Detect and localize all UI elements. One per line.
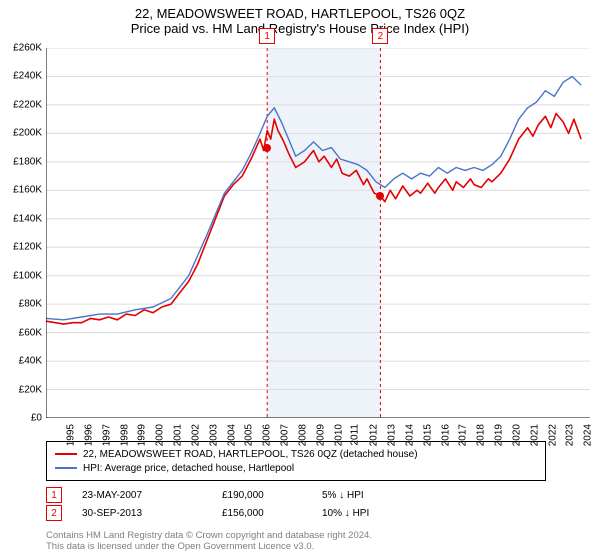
event-number-box: 2 bbox=[46, 505, 62, 521]
titles: 22, MEADOWSWEET ROAD, HARTLEPOOL, TS26 0… bbox=[0, 0, 600, 36]
event-marker-2: 2 bbox=[372, 28, 388, 44]
license-text: Contains HM Land Registry data © Crown c… bbox=[46, 530, 372, 552]
x-tick-label: 1995 bbox=[65, 424, 76, 446]
events-table: 1 23-MAY-2007 £190,000 5% ↓ HPI 2 30-SEP-2013… bbox=[46, 486, 369, 522]
x-tick-label: 2012 bbox=[368, 424, 379, 446]
legend-swatch bbox=[55, 467, 77, 469]
event-number-box: 1 bbox=[46, 487, 62, 503]
event-dot-1 bbox=[263, 144, 271, 152]
y-tick-label: £260K bbox=[0, 43, 42, 54]
x-tick-label: 1998 bbox=[119, 424, 130, 446]
y-tick-label: £80K bbox=[0, 299, 42, 310]
x-tick-label: 1999 bbox=[137, 424, 148, 446]
y-tick-label: £140K bbox=[0, 213, 42, 224]
event-dot-2 bbox=[376, 192, 384, 200]
x-tick-label: 2000 bbox=[154, 424, 165, 446]
y-tick-label: £220K bbox=[0, 99, 42, 110]
event-diff: 5% ↓ HPI bbox=[322, 490, 364, 501]
x-tick-label: 2009 bbox=[315, 424, 326, 446]
y-tick-label: £60K bbox=[0, 327, 42, 338]
event-row: 1 23-MAY-2007 £190,000 5% ↓ HPI bbox=[46, 486, 369, 504]
y-tick-label: £120K bbox=[0, 242, 42, 253]
legend-label: 22, MEADOWSWEET ROAD, HARTLEPOOL, TS26 0… bbox=[83, 449, 418, 460]
event-row: 2 30-SEP-2013 £156,000 10% ↓ HPI bbox=[46, 504, 369, 522]
y-tick-label: £100K bbox=[0, 270, 42, 281]
title-subtitle: Price paid vs. HM Land Registry's House … bbox=[0, 21, 600, 36]
x-tick-label: 2013 bbox=[386, 424, 397, 446]
x-tick-label: 2011 bbox=[350, 424, 361, 446]
x-tick-label: 2015 bbox=[422, 424, 433, 446]
event-diff: 10% ↓ HPI bbox=[322, 508, 369, 519]
x-tick-label: 2021 bbox=[529, 424, 540, 446]
y-tick-label: £160K bbox=[0, 185, 42, 196]
x-tick-label: 2022 bbox=[547, 424, 558, 446]
x-tick-label: 2010 bbox=[333, 424, 344, 446]
y-tick-label: £40K bbox=[0, 356, 42, 367]
legend-swatch bbox=[55, 453, 77, 455]
x-tick-label: 2007 bbox=[279, 424, 290, 446]
y-tick-label: £0 bbox=[0, 413, 42, 424]
x-tick-label: 2018 bbox=[475, 424, 486, 446]
x-tick-label: 2003 bbox=[208, 424, 219, 446]
event-price: £190,000 bbox=[222, 490, 302, 501]
x-tick-label: 2014 bbox=[404, 424, 415, 446]
event-price: £156,000 bbox=[222, 508, 302, 519]
legend-label: HPI: Average price, detached house, Hart… bbox=[83, 463, 294, 474]
x-tick-label: 1997 bbox=[101, 424, 112, 446]
plot-svg bbox=[46, 48, 590, 418]
x-tick-label: 2004 bbox=[226, 424, 237, 446]
plot-area: 12 bbox=[46, 48, 590, 418]
x-tick-label: 2006 bbox=[261, 424, 272, 446]
title-address: 22, MEADOWSWEET ROAD, HARTLEPOOL, TS26 0… bbox=[0, 6, 600, 21]
x-tick-label: 2002 bbox=[190, 424, 201, 446]
legend-row: 22, MEADOWSWEET ROAD, HARTLEPOOL, TS26 0… bbox=[55, 447, 537, 461]
x-tick-label: 2023 bbox=[565, 424, 576, 446]
license-line-1: Contains HM Land Registry data © Crown c… bbox=[46, 530, 372, 541]
legend-row: HPI: Average price, detached house, Hart… bbox=[55, 461, 537, 475]
chart-container: 22, MEADOWSWEET ROAD, HARTLEPOOL, TS26 0… bbox=[0, 0, 600, 560]
x-tick-label: 2005 bbox=[244, 424, 255, 446]
event-date: 23-MAY-2007 bbox=[82, 490, 202, 501]
x-tick-label: 2008 bbox=[297, 424, 308, 446]
y-tick-label: £240K bbox=[0, 71, 42, 82]
x-tick-label: 2001 bbox=[172, 424, 183, 446]
x-tick-label: 1996 bbox=[83, 424, 94, 446]
event-marker-1: 1 bbox=[259, 28, 275, 44]
x-tick-label: 2019 bbox=[493, 424, 504, 446]
x-tick-label: 2017 bbox=[458, 424, 469, 446]
y-tick-label: £20K bbox=[0, 384, 42, 395]
x-tick-label: 2020 bbox=[511, 424, 522, 446]
y-tick-label: £200K bbox=[0, 128, 42, 139]
license-line-2: This data is licensed under the Open Gov… bbox=[46, 541, 372, 552]
event-date: 30-SEP-2013 bbox=[82, 508, 202, 519]
x-tick-label: 2016 bbox=[440, 424, 451, 446]
y-tick-label: £180K bbox=[0, 156, 42, 167]
legend: 22, MEADOWSWEET ROAD, HARTLEPOOL, TS26 0… bbox=[46, 441, 546, 481]
x-tick-label: 2024 bbox=[582, 424, 593, 446]
